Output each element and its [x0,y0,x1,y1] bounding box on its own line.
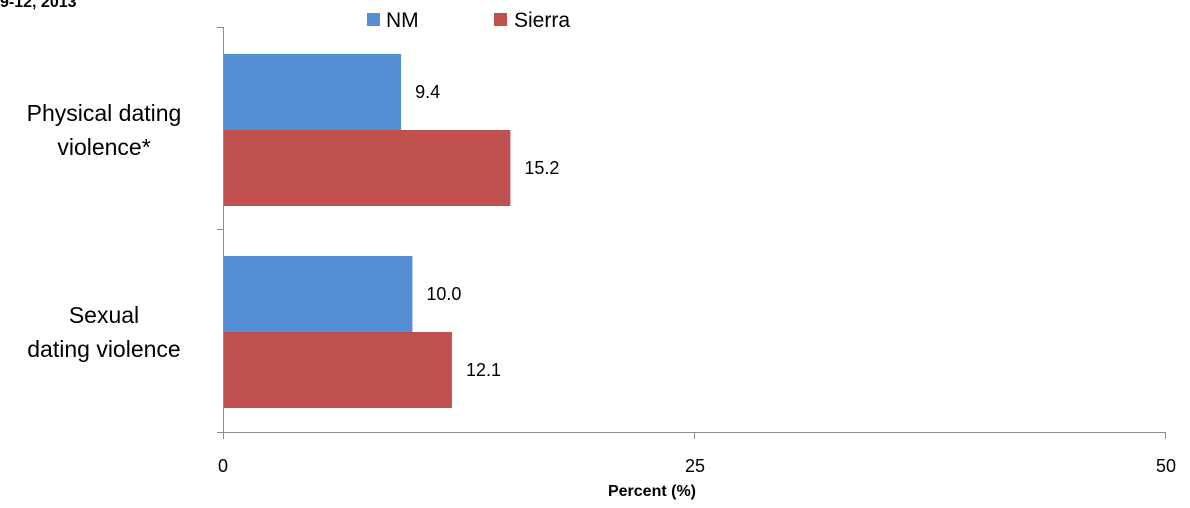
x-tick-label: 25 [685,456,705,476]
category-labels: Physical dating violence* Sexual dating vio… [27,100,182,362]
category-label: dating violence [27,336,180,362]
data-label: 12.1 [466,360,501,380]
chart-title-fragment: 9-12, 2013 [0,0,77,11]
category-label: violence* [57,134,150,160]
legend-label-sierra: Sierra [514,9,570,32]
axes: 0 25 50 Percent (%) [217,27,1176,500]
category-label: Physical dating [27,100,182,126]
x-tick-label: 0 [218,456,228,476]
legend-label-nm: NM [386,9,419,32]
legend: NM Sierra [367,9,570,32]
data-label: 9.4 [415,82,440,102]
x-tick-label: 50 [1156,456,1176,476]
data-label: 10.0 [426,284,461,304]
bars: 9.4 15.2 10.0 12.1 [224,54,559,408]
bar-sierra-2 [224,332,452,408]
category-label: Sexual [69,302,139,328]
bar-sierra-1 [224,130,511,206]
legend-swatch-sierra [494,13,507,26]
data-label: 15.2 [524,158,559,178]
bar-nm-1 [224,54,402,130]
x-axis-title: Percent (%) [608,483,696,500]
legend-swatch-nm [367,13,380,26]
bar-nm-2 [224,256,413,332]
